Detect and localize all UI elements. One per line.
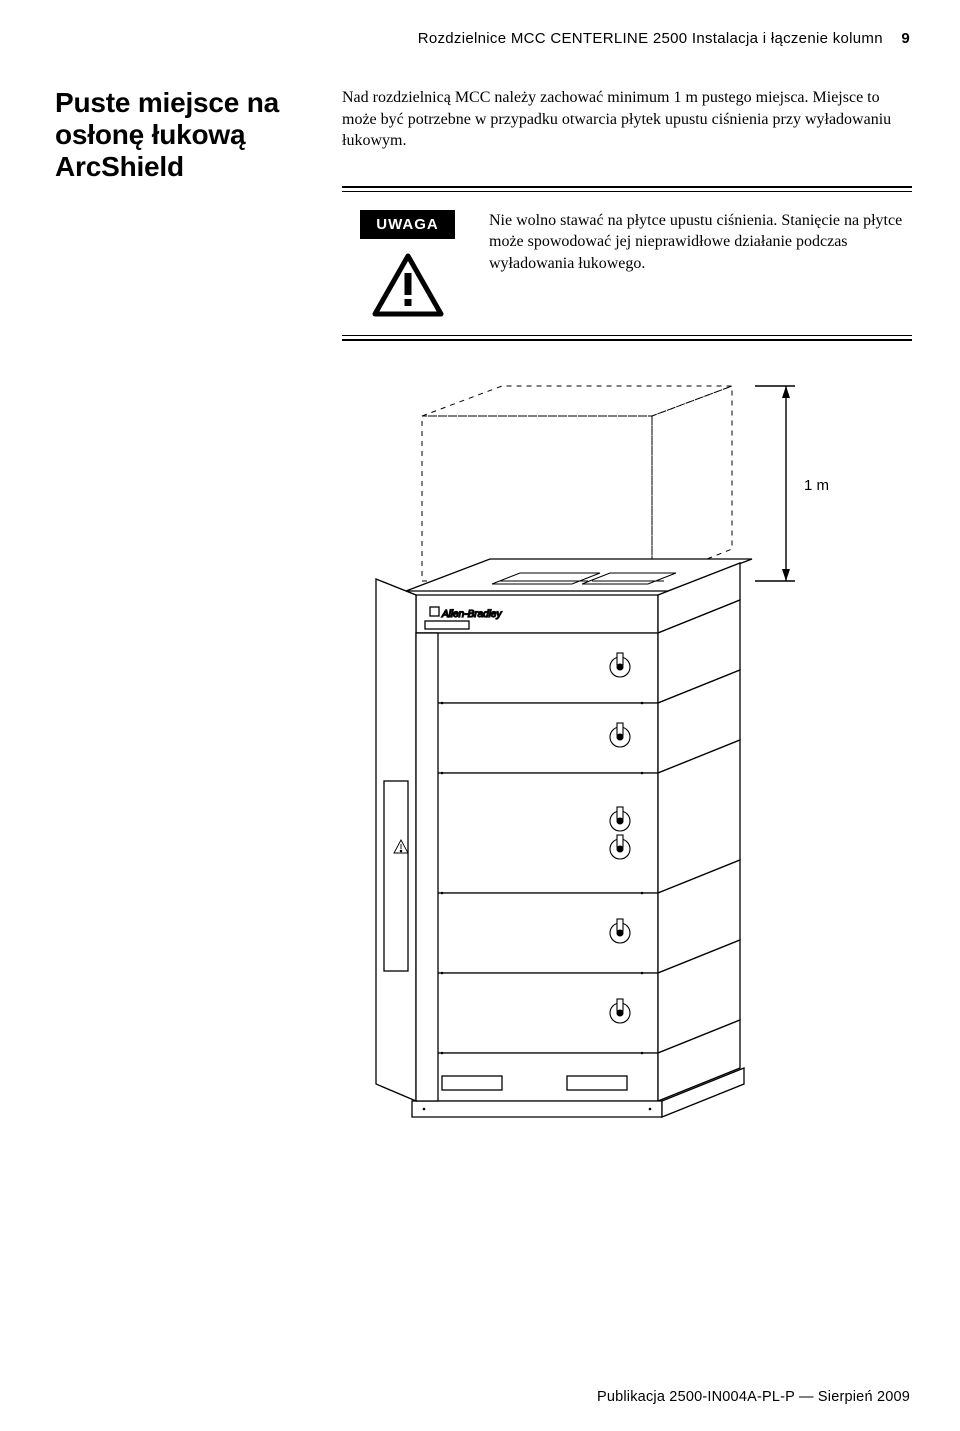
warning-label: UWAGA (360, 210, 455, 239)
warning-callout: UWAGA Nie wolno stawać na płytce upustu … (342, 186, 912, 341)
warning-text: Nie wolno stawać na płytce upustu ciśnie… (489, 210, 904, 275)
cabinet-diagram: Allen-Bradley (342, 381, 912, 1141)
dimension-label: 1 m (804, 477, 829, 494)
page-number: 9 (901, 30, 910, 47)
section-paragraph: Nad rozdzielnicą MCC należy zachować min… (342, 87, 912, 152)
section-heading: Puste miejsce na osłonę łukową ArcShield (55, 87, 310, 184)
running-head-title: Rozdzielnice MCC CENTERLINE 2500 Instala… (418, 30, 883, 47)
brand-label: Allen-Bradley (441, 609, 502, 620)
running-head: Rozdzielnice MCC CENTERLINE 2500 Instala… (55, 30, 910, 47)
publication-footer: Publikacja 2500-IN004A-PL-P — Sierpień 2… (597, 1389, 910, 1405)
warning-triangle-icon (372, 253, 444, 317)
figure: Allen-Bradley (342, 381, 912, 1141)
